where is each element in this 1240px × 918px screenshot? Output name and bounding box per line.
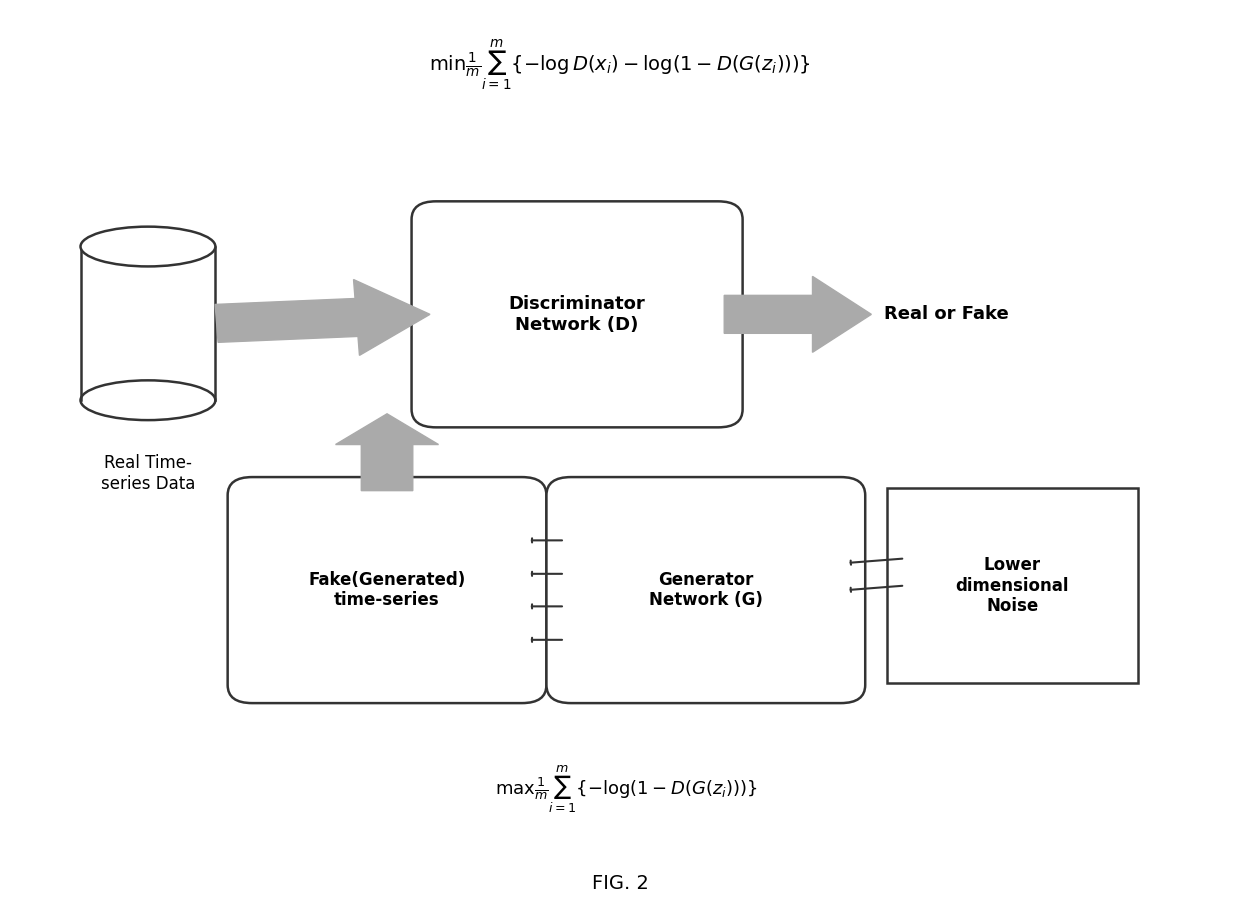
Text: FIG. 2: FIG. 2: [591, 875, 649, 893]
FancyBboxPatch shape: [412, 201, 743, 428]
Text: Lower
dimensional
Noise: Lower dimensional Noise: [956, 555, 1069, 615]
Text: Discriminator
Network (D): Discriminator Network (D): [508, 295, 646, 334]
Polygon shape: [215, 280, 430, 355]
FancyBboxPatch shape: [547, 477, 866, 703]
Ellipse shape: [81, 380, 216, 420]
Text: Real Time-
series Data: Real Time- series Data: [100, 454, 195, 493]
Text: Fake(Generated)
time-series: Fake(Generated) time-series: [309, 571, 466, 610]
Polygon shape: [336, 414, 439, 490]
Text: $\min \frac{1}{m}\sum_{i=1}^{m}\{-\log D(x_i) - \log(1-D(G(z_i)))\}$: $\min \frac{1}{m}\sum_{i=1}^{m}\{-\log D…: [429, 39, 811, 94]
Text: Generator
Network (G): Generator Network (G): [649, 571, 763, 610]
FancyBboxPatch shape: [887, 488, 1138, 683]
FancyBboxPatch shape: [228, 477, 547, 703]
Polygon shape: [724, 276, 872, 353]
Text: Real or Fake: Real or Fake: [884, 306, 1008, 323]
Text: $\max \frac{1}{m}\sum_{i=1}^{m}\{-\log(1-D(G(z_i)))\}$: $\max \frac{1}{m}\sum_{i=1}^{m}\{-\log(1…: [495, 763, 758, 815]
FancyBboxPatch shape: [81, 247, 216, 400]
Ellipse shape: [81, 227, 216, 266]
